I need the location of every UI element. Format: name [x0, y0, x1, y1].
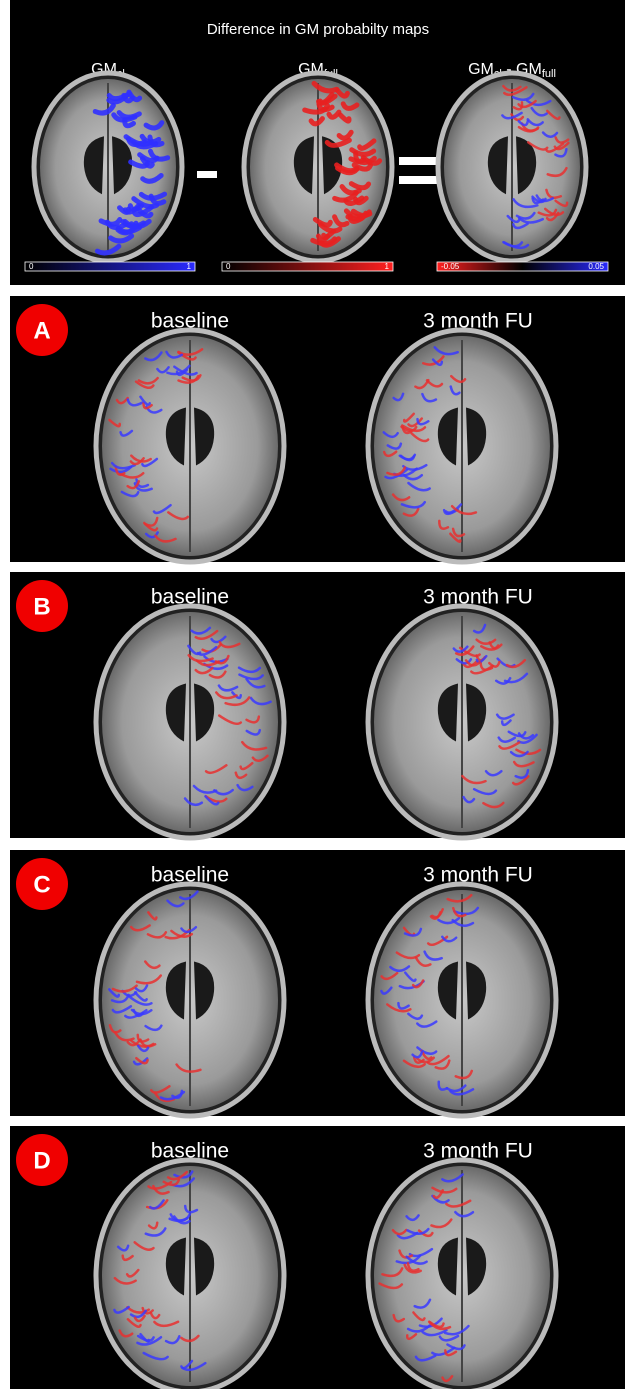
panel-letter: A: [33, 317, 50, 344]
brain-image: [368, 1160, 556, 1389]
timepoint-label: 3 month FU: [423, 1140, 533, 1163]
colorbar: [437, 262, 608, 271]
colorbar: [25, 262, 195, 271]
timepoint-label: 3 month FU: [423, 586, 533, 609]
panel-letter: D: [33, 1147, 50, 1174]
equals-sign: [399, 157, 437, 165]
colorbar-min: -0.05: [441, 262, 460, 271]
timepoint-label: 3 month FU: [423, 310, 533, 333]
colorbar-max: 1: [187, 262, 192, 271]
brain-image: [368, 884, 556, 1116]
brain-image: [96, 1160, 284, 1389]
colorbar-min: 0: [29, 262, 34, 271]
brain-image: [96, 606, 284, 838]
equals-sign: [399, 176, 437, 184]
brain-image: [34, 73, 182, 261]
brain-image: [96, 330, 284, 562]
brain-image: [96, 884, 284, 1116]
panel-letter: C: [33, 871, 50, 898]
figure: Difference in GM probabilty maps GMcl01G…: [0, 0, 625, 1389]
brain-image: [368, 606, 556, 838]
brain-image: [244, 73, 392, 261]
colorbar-min: 0: [226, 262, 231, 271]
header-title: Difference in GM probabilty maps: [207, 21, 429, 38]
gm-overlay: [120, 208, 129, 213]
brain-image: [368, 330, 556, 562]
brain-image: [438, 73, 586, 261]
colorbar-max: 1: [385, 262, 390, 271]
colorbar: [222, 262, 393, 271]
minus-sign: [197, 171, 217, 178]
colorbar-max: 0.05: [588, 262, 604, 271]
timepoint-label: 3 month FU: [423, 864, 533, 887]
panel-letter: B: [33, 593, 50, 620]
label-subscript: full: [542, 68, 556, 80]
